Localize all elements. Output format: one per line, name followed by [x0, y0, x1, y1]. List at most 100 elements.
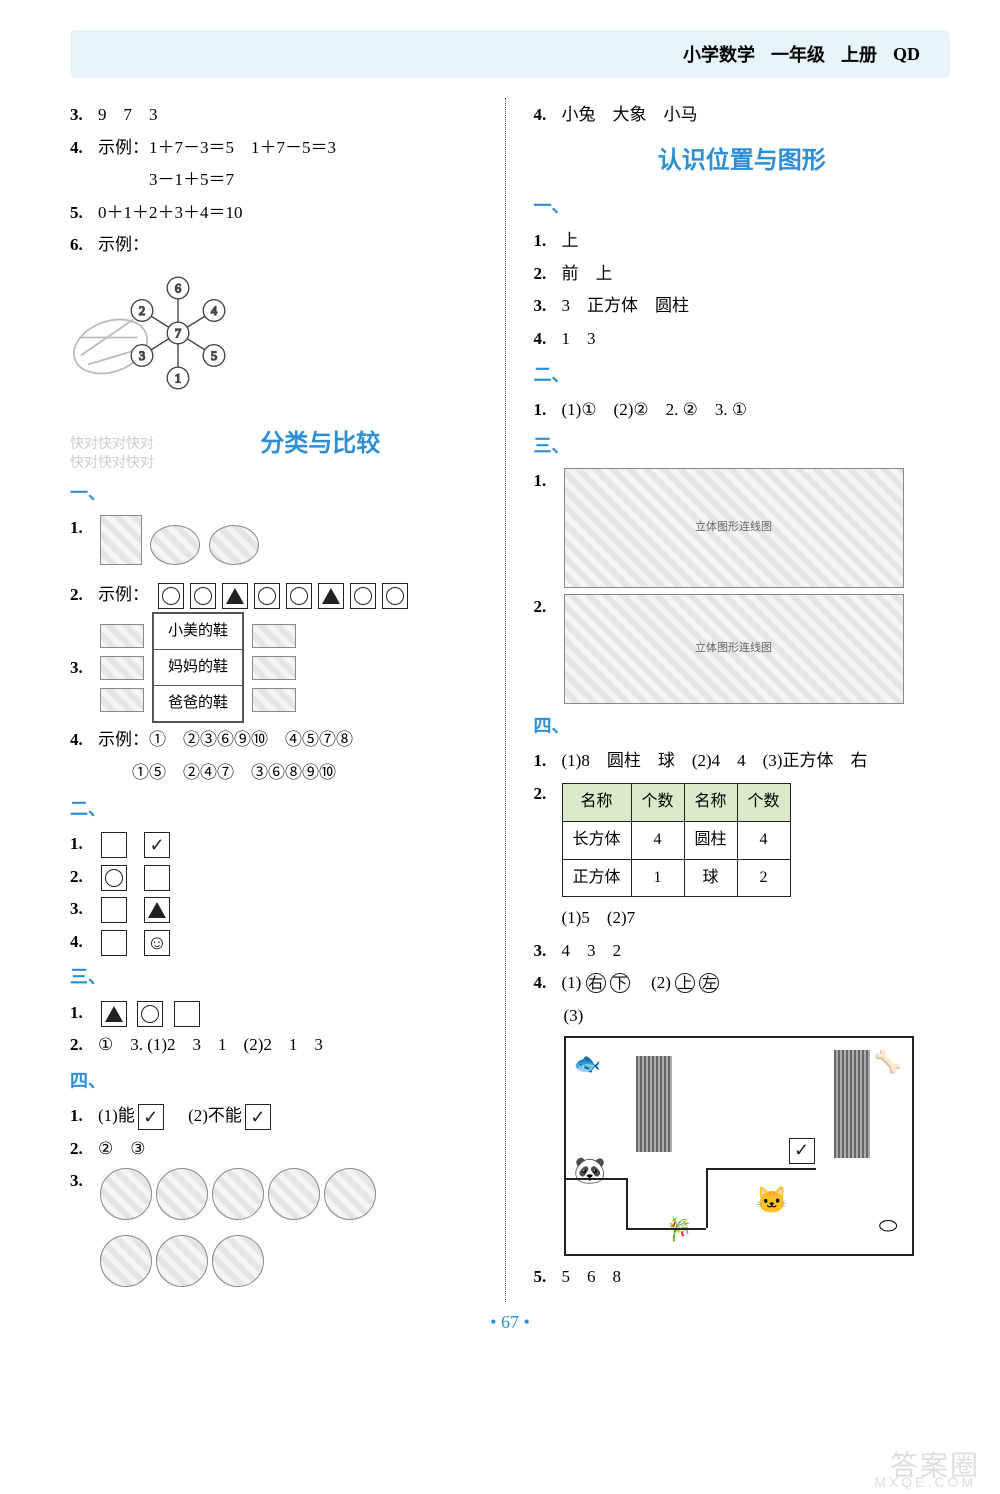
- th: 个数: [631, 783, 684, 821]
- td: 4: [631, 821, 684, 859]
- circled-char: 右: [586, 973, 606, 993]
- answer-text: (1)8 圆柱 球 (2)4 4 (3)正方体 右: [562, 746, 868, 777]
- answer-text: ② ③: [98, 1134, 145, 1165]
- q-num: 3.: [70, 1166, 92, 1197]
- q-num: 4.: [534, 968, 556, 999]
- vacuum-icon: [209, 525, 259, 565]
- shoe-icon: [252, 688, 296, 712]
- carrot-diagram: 6 4 5 1 3 2 7: [70, 263, 250, 403]
- matching-diagram: 立体图形连线图: [564, 594, 904, 704]
- q-num: 2.: [70, 1134, 92, 1165]
- object-icon: [100, 1235, 152, 1287]
- answer-text: 4 3 2: [562, 936, 622, 967]
- q-num: 2.: [70, 580, 92, 611]
- q-num: 5.: [70, 198, 92, 229]
- sec2-rows: 1.2.3.4.: [70, 829, 487, 957]
- q-num: 3.: [70, 894, 92, 925]
- section-label: 四、: [534, 710, 951, 742]
- text: (1)能: [98, 1106, 135, 1125]
- check-icon: [789, 1138, 815, 1164]
- shape-row: [98, 998, 203, 1029]
- td: 球: [684, 859, 737, 897]
- q-num: 4.: [534, 100, 556, 131]
- td: 1: [631, 859, 684, 897]
- q-num: 2.: [70, 1030, 92, 1061]
- square-icon: [174, 1001, 200, 1027]
- answer-text: 示例：① ②③⑥⑨⑩ ④⑤⑦⑧: [98, 725, 353, 756]
- q-num: 1.: [534, 395, 556, 426]
- q-num: 1.: [534, 746, 556, 777]
- object-icon: [268, 1168, 320, 1220]
- section-title: 分类与比较: [154, 422, 487, 465]
- empty-icon: [144, 865, 170, 891]
- answer-text: 1 3: [562, 324, 596, 355]
- circle-icon: [254, 583, 280, 609]
- page-number-value: 67: [501, 1312, 519, 1332]
- q-num: 1.: [70, 829, 92, 860]
- shape-row: [98, 927, 184, 958]
- section-label: 四、: [70, 1065, 487, 1097]
- tri-icon: [144, 897, 170, 923]
- q-num: 3.: [70, 100, 92, 131]
- q-num: 4.: [70, 725, 92, 756]
- cat-icon: 🐱: [756, 1178, 788, 1225]
- maze-diagram: 🐟 🦴 🐼 🐱 🎋 ⬭: [564, 1036, 914, 1256]
- shelf-label: 小美的鞋: [154, 614, 242, 650]
- q-num: 1.: [70, 998, 92, 1029]
- q-num: 5.: [534, 1262, 556, 1293]
- shoe-icon: [252, 624, 296, 648]
- shoe-matching-diagram: 小美的鞋 妈妈的鞋 爸爸的鞋: [98, 612, 298, 723]
- answer-text: (1)5 (2)7: [562, 903, 636, 934]
- check-icon: [138, 1104, 164, 1130]
- q4-3-label: (3): [564, 1001, 951, 1032]
- code-text: QD: [893, 44, 920, 65]
- object-icon: [156, 1235, 208, 1287]
- matching-diagram: 立体图形连线图: [564, 468, 904, 588]
- answer-text: (1)① (2)② 2. ② 3. ①: [562, 395, 748, 426]
- section-label: 一、: [534, 190, 951, 222]
- right-column: 4.小兔 大象 小马 认识位置与图形 一、 1.上 2.前 上 3.3 正方体 …: [526, 98, 951, 1302]
- answer-text: 示例：: [98, 580, 149, 611]
- section-label: 二、: [70, 793, 487, 825]
- fridge-icon: [100, 515, 142, 565]
- empty-icon: [101, 832, 127, 858]
- q-num: 2.: [70, 862, 92, 893]
- shoe-icon: [100, 656, 144, 680]
- bone-icon: 🦴: [874, 1042, 901, 1082]
- svg-text:3: 3: [139, 349, 145, 363]
- q-num: 2.: [534, 592, 556, 623]
- td: 圆柱: [684, 821, 737, 859]
- circle-icon: [158, 583, 184, 609]
- section-label: 二、: [534, 359, 951, 391]
- shelf-label: 妈妈的鞋: [154, 650, 242, 686]
- q-num: 6.: [70, 230, 92, 261]
- answer-text: 0＋1＋2＋3＋4＝10: [98, 198, 243, 229]
- columns: 3.9 7 3 4.示例：1＋7－3＝5 1＋7－5＝3 3－1＋5＝7 5.0…: [70, 98, 950, 1302]
- td: 4: [737, 821, 790, 859]
- left-column: 3.9 7 3 4.示例：1＋7－3＝5 1＋7－5＝3 3－1＋5＝7 5.0…: [70, 98, 506, 1302]
- th: 个数: [737, 783, 790, 821]
- text: (1): [562, 973, 582, 992]
- q-num: 4.: [70, 133, 92, 164]
- circle-icon: [101, 865, 127, 891]
- q-num: 1.: [534, 226, 556, 257]
- object-icon: [156, 1168, 208, 1220]
- answer-text: 5 6 8: [562, 1262, 622, 1293]
- circle-icon: [286, 583, 312, 609]
- object-icon: [100, 1168, 152, 1220]
- text: (2): [651, 973, 671, 992]
- object-icon: [324, 1168, 376, 1220]
- section-label: 一、: [70, 477, 487, 509]
- tri-icon: [222, 583, 248, 609]
- bowl-icon: ⬭: [879, 1206, 898, 1246]
- svg-text:2: 2: [139, 304, 145, 318]
- svg-text:7: 7: [175, 326, 181, 340]
- circle-icon: [382, 583, 408, 609]
- shoe-shelf: 小美的鞋 妈妈的鞋 爸爸的鞋: [152, 612, 244, 723]
- q-num: 3.: [534, 291, 556, 322]
- q-num: 1.: [70, 513, 92, 544]
- grade-text: 一年级: [771, 41, 825, 67]
- check-icon: [144, 832, 170, 858]
- answer-text: 上: [562, 226, 579, 257]
- shape-row: [98, 894, 184, 925]
